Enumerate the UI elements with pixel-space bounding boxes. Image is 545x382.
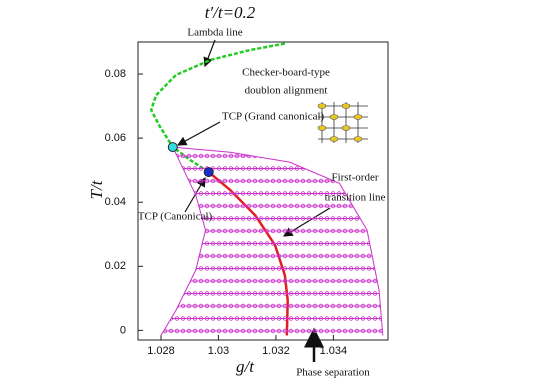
annotation: TCP (Grand canonical) <box>222 111 325 123</box>
y-tick-label: 0.06 <box>105 132 126 144</box>
x-tick-label: 1.03 <box>208 345 229 357</box>
annotation: Checker-board-type <box>242 67 330 79</box>
annotation: transition line <box>325 192 386 204</box>
chart-title: t′/t=0.2 <box>205 3 256 22</box>
x-tick-label: 1.028 <box>147 345 175 357</box>
tcp-point <box>203 167 214 178</box>
y-tick-label: 0 <box>120 324 126 336</box>
annotation: Lambda line <box>187 27 242 39</box>
x-tick-label: 1.034 <box>320 345 348 357</box>
y-tick-label: 0.08 <box>105 68 126 80</box>
x-axis-label: g/t <box>236 357 255 376</box>
x-tick-label: 1.032 <box>262 345 290 357</box>
phase-separation-region <box>160 147 383 336</box>
tcp-point <box>167 142 178 153</box>
y-tick-label: 0.04 <box>105 196 126 208</box>
annotation: Phase separation <box>296 367 370 379</box>
y-axis-label: T/t <box>87 179 106 199</box>
curve <box>160 146 384 336</box>
annotation: TCP (Canonical) <box>138 211 213 223</box>
y-tick-label: 0.02 <box>105 260 126 272</box>
annotation: doublon alignment <box>245 85 328 97</box>
annotation: First-order <box>331 172 378 184</box>
lattice-icon <box>317 102 368 143</box>
plot-frame <box>137 41 389 341</box>
